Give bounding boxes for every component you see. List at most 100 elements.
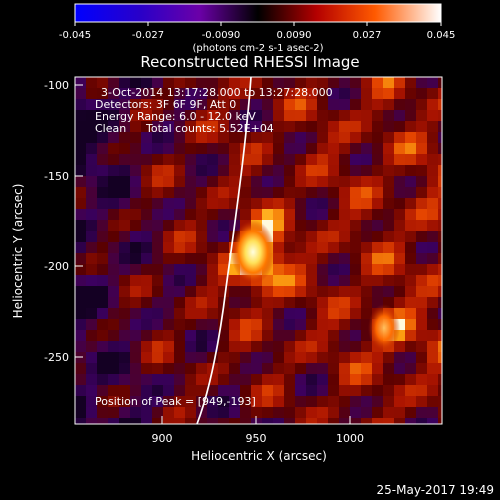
- heatmap-cell: [394, 275, 406, 287]
- heatmap-cell: [416, 385, 428, 397]
- heatmap-cell: [119, 253, 131, 265]
- heatmap-cell: [372, 110, 384, 122]
- heatmap-cell: [328, 99, 340, 111]
- heatmap-cell: [416, 77, 428, 89]
- heatmap-cell: [108, 242, 120, 254]
- heatmap-cell: [383, 407, 395, 419]
- heatmap-cell: [405, 143, 417, 155]
- heatmap-cell: [185, 308, 197, 320]
- heatmap-cell: [394, 165, 406, 177]
- heatmap-cell: [306, 264, 318, 276]
- heatmap-cell: [339, 374, 351, 386]
- heatmap-cell: [284, 231, 296, 243]
- heatmap-cell: [196, 242, 208, 254]
- heatmap-cell: [273, 121, 285, 133]
- heatmap-cell: [251, 330, 263, 342]
- heatmap-cell: [438, 253, 442, 265]
- heatmap-cell: [174, 99, 186, 111]
- heatmap-cell: [438, 198, 442, 210]
- heatmap-cell: [273, 264, 285, 276]
- heatmap-cell: [163, 407, 175, 419]
- heatmap-cell: [438, 165, 442, 177]
- heatmap-cell: [130, 176, 142, 188]
- heatmap-cell: [185, 231, 197, 243]
- heatmap-cell: [262, 407, 274, 419]
- heatmap-cell: [207, 154, 219, 166]
- heatmap-cell: [262, 418, 274, 424]
- heatmap-cell: [350, 341, 362, 353]
- heatmap-cell: [185, 297, 197, 309]
- heatmap-cell: [372, 385, 384, 397]
- heatmap-cell: [108, 363, 120, 375]
- heatmap-cell: [306, 231, 318, 243]
- heatmap-cell: [185, 99, 197, 111]
- heatmap-cell: [97, 220, 109, 232]
- heatmap-cell: [273, 242, 285, 254]
- heatmap-cell: [207, 77, 219, 89]
- y-tick-minus-100: -100: [44, 79, 69, 92]
- heatmap-cell: [119, 187, 131, 199]
- heatmap-cell: [229, 363, 241, 375]
- heatmap-cell: [438, 297, 442, 309]
- heatmap-cell: [229, 121, 241, 133]
- heatmap-cell: [372, 154, 384, 166]
- heatmap-cell: [196, 165, 208, 177]
- heatmap-cell: [361, 341, 373, 353]
- heatmap-cell: [427, 242, 439, 254]
- heatmap-cell: [108, 198, 120, 210]
- colorbar-tick-6: 0.045: [427, 30, 456, 41]
- heatmap-cell: [383, 396, 395, 408]
- heatmap-cell: [108, 308, 120, 320]
- heatmap-cell: [317, 330, 329, 342]
- heatmap-cell: [97, 396, 109, 408]
- heatmap-cell: [416, 407, 428, 419]
- heatmap-cell: [383, 121, 395, 133]
- heatmap-cell: [372, 187, 384, 199]
- heatmap-cell: [130, 165, 142, 177]
- heatmap-cell: [86, 231, 98, 243]
- heatmap-cell: [218, 165, 230, 177]
- heatmap-cell: [141, 99, 153, 111]
- heatmap-cell: [185, 319, 197, 331]
- heatmap-cell: [328, 407, 340, 419]
- heatmap-cell: [196, 253, 208, 265]
- heatmap-cell: [361, 385, 373, 397]
- heatmap-cell: [416, 165, 428, 177]
- heatmap-cell: [163, 319, 175, 331]
- heatmap-cell: [438, 385, 442, 397]
- heatmap-cell: [427, 352, 439, 364]
- heatmap-cell: [163, 143, 175, 155]
- heatmap-cell: [273, 297, 285, 309]
- heatmap-cell: [185, 275, 197, 287]
- heatmap-cell: [218, 143, 230, 155]
- heatmap-cell: [438, 110, 442, 122]
- annotation-energy-range: Energy Range: 6.0 - 12.0 keV: [95, 110, 256, 123]
- heatmap-cell: [119, 396, 131, 408]
- heatmap-cell: [350, 231, 362, 243]
- heatmap-cell: [317, 396, 329, 408]
- heatmap-cell: [295, 176, 307, 188]
- heatmap-cell: [350, 396, 362, 408]
- heatmap-cell: [262, 165, 274, 177]
- heatmap-cell: [317, 297, 329, 309]
- heatmap-cell: [130, 396, 142, 408]
- heatmap-cell: [75, 121, 87, 133]
- heatmap-cell: [416, 242, 428, 254]
- heatmap-cell: [163, 198, 175, 210]
- heatmap-cell: [328, 198, 340, 210]
- heatmap-cell: [251, 319, 263, 331]
- heatmap-cell: [328, 176, 340, 188]
- heatmap-cell: [328, 352, 340, 364]
- heatmap-cell: [306, 99, 318, 111]
- heatmap-cell: [405, 253, 417, 265]
- heatmap-cell: [130, 385, 142, 397]
- heatmap-cell: [75, 165, 87, 177]
- heatmap-cell: [163, 396, 175, 408]
- heatmap-cell: [306, 286, 318, 298]
- heatmap-cell: [317, 99, 329, 111]
- heatmap-cell: [339, 363, 351, 375]
- heatmap-cell: [119, 363, 131, 375]
- heatmap-cell: [152, 110, 164, 122]
- heatmap-cell: [350, 286, 362, 298]
- heatmap-cell: [284, 198, 296, 210]
